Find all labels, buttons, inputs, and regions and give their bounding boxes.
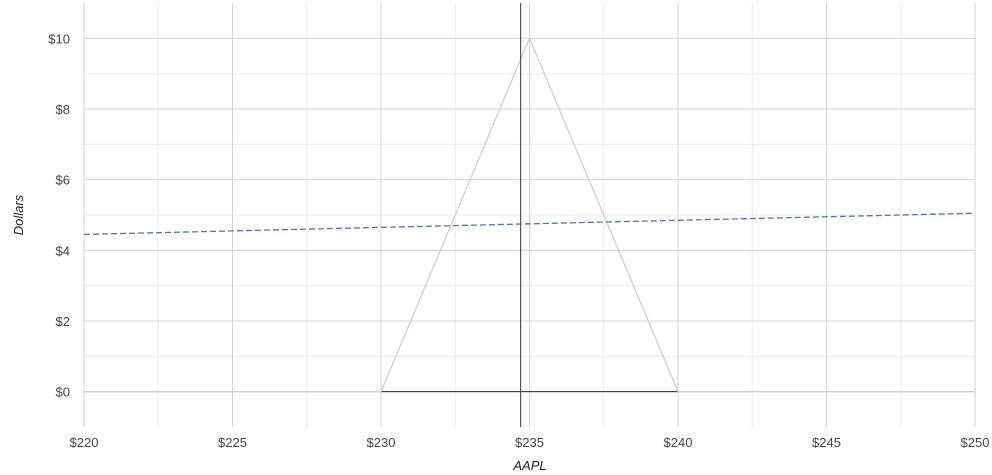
y-tick-label: $6 — [56, 173, 70, 188]
dashed-series-line — [83, 212, 976, 236]
y-tick-label: $8 — [56, 102, 70, 117]
x-tick-label: $250 — [961, 435, 990, 450]
y-axis-ticks: $0 $2 $4 $6 $8 $10 — [48, 31, 70, 399]
x-axis-ticks: $220 $225 $230 $235 $240 $245 $250 — [70, 435, 990, 450]
grid-lines — [83, 3, 976, 427]
y-tick-label: $10 — [48, 31, 70, 46]
y-tick-label: $0 — [56, 385, 70, 400]
y-axis-title: Dollars — [11, 194, 26, 235]
series-layer — [83, 36, 976, 393]
x-tick-label: $225 — [218, 435, 247, 450]
x-tick-label: $230 — [367, 435, 396, 450]
x-tick-label: $220 — [70, 435, 99, 450]
y-tick-label: $2 — [56, 314, 70, 329]
x-tick-label: $240 — [664, 435, 693, 450]
x-tick-label: $235 — [515, 435, 544, 450]
y-tick-label: $4 — [56, 243, 70, 258]
x-tick-label: $245 — [812, 435, 841, 450]
payoff-series-line — [84, 36, 975, 393]
x-axis-title: AAPL — [512, 458, 546, 473]
